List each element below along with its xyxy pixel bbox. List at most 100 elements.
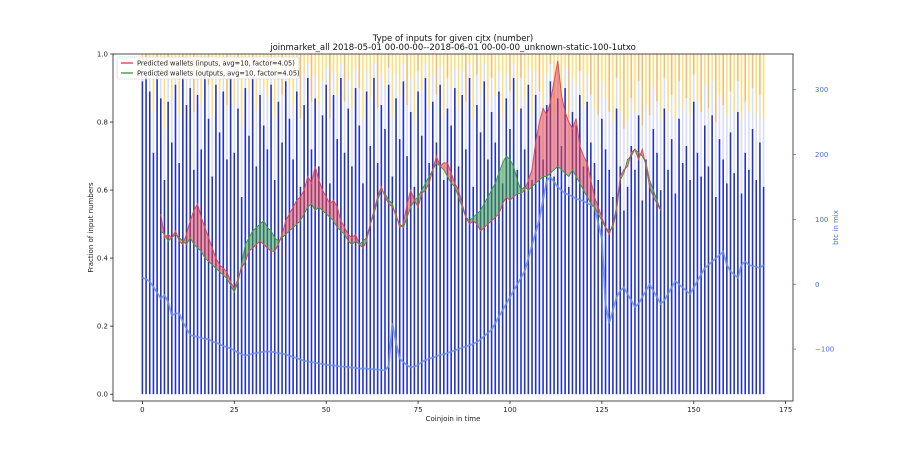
bar-blue bbox=[538, 135, 541, 395]
fill-region-red bbox=[333, 200, 338, 228]
fill-region-red bbox=[318, 179, 323, 211]
bar-blue bbox=[292, 159, 294, 395]
bar-blue bbox=[560, 145, 563, 395]
fill-region-red bbox=[348, 234, 352, 245]
bar-blue bbox=[542, 159, 544, 395]
bar-light bbox=[273, 115, 276, 180]
bar-blue bbox=[446, 108, 449, 395]
bar-blue bbox=[365, 91, 368, 395]
bar-light bbox=[336, 94, 339, 140]
bar-light bbox=[678, 81, 680, 119]
bar-blue bbox=[310, 149, 313, 395]
fill-region-red bbox=[579, 145, 584, 191]
fill-region-green bbox=[469, 217, 474, 225]
fill-region-green bbox=[179, 237, 183, 245]
bar-top bbox=[457, 54, 460, 109]
bar-blue bbox=[531, 179, 533, 395]
bar-top bbox=[494, 54, 497, 95]
bar-light bbox=[523, 98, 526, 150]
bar-blue bbox=[424, 77, 427, 395]
bar-light bbox=[288, 84, 291, 119]
fill-region-red bbox=[201, 217, 205, 259]
bar-blue bbox=[329, 183, 331, 395]
bar-top bbox=[703, 54, 706, 85]
bar-blue bbox=[200, 149, 203, 395]
bar-light bbox=[700, 111, 702, 177]
bar-top bbox=[586, 54, 588, 75]
bar-blue bbox=[663, 108, 666, 395]
bar-light bbox=[564, 67, 566, 89]
bar-top bbox=[292, 54, 294, 106]
bar-light bbox=[468, 64, 471, 78]
fill-region-green bbox=[491, 183, 496, 221]
bar-top bbox=[659, 54, 662, 119]
bar-light bbox=[538, 91, 541, 136]
bar-top bbox=[623, 54, 625, 129]
bar-light bbox=[512, 64, 515, 78]
bar-blue bbox=[178, 162, 180, 395]
bar-top bbox=[435, 54, 438, 95]
bar-light bbox=[681, 108, 684, 163]
y-axis-label: Fraction of input numbers bbox=[87, 182, 95, 273]
bar-light bbox=[193, 111, 195, 170]
bar-light bbox=[744, 101, 747, 153]
bar-blue bbox=[387, 84, 390, 395]
bar-blue bbox=[443, 179, 445, 395]
bar-top bbox=[737, 54, 739, 82]
fill-region-green bbox=[498, 162, 503, 214]
bar-light bbox=[516, 111, 519, 170]
bar-blue bbox=[376, 162, 379, 395]
bar-light bbox=[501, 118, 504, 184]
bar-top bbox=[461, 54, 463, 72]
bar-light bbox=[659, 118, 662, 191]
bar-light bbox=[148, 71, 151, 92]
bar-light bbox=[689, 115, 691, 180]
bar-blue bbox=[152, 152, 155, 395]
bar-blue bbox=[255, 166, 258, 395]
bar-top bbox=[193, 54, 195, 112]
bar-light bbox=[237, 77, 239, 109]
bar-blue bbox=[369, 145, 372, 395]
x-axis-label: Coinjoin in time bbox=[426, 415, 481, 423]
bar-top bbox=[211, 54, 214, 116]
bar-blue bbox=[612, 196, 614, 395]
bar-blue bbox=[648, 183, 651, 395]
bar-top bbox=[362, 54, 364, 119]
bar-blue bbox=[604, 149, 607, 395]
bar-light bbox=[387, 67, 390, 85]
bar-light bbox=[494, 94, 497, 143]
bar-top bbox=[505, 54, 508, 75]
fill-region-red bbox=[215, 258, 220, 272]
bar-blue bbox=[468, 77, 471, 395]
bar-light bbox=[292, 105, 294, 160]
bar-top bbox=[321, 54, 324, 82]
bar-top bbox=[512, 54, 515, 65]
bar-top bbox=[472, 54, 475, 119]
bar-blue bbox=[582, 166, 585, 395]
fill-region-red bbox=[208, 237, 213, 265]
bar-light bbox=[233, 105, 236, 153]
bar-light bbox=[487, 105, 489, 160]
bar-top bbox=[656, 54, 658, 102]
bar-top bbox=[567, 54, 570, 119]
fill-region-red bbox=[307, 176, 312, 208]
bar-light bbox=[439, 67, 441, 85]
y-tick-label-right: 200 bbox=[815, 151, 828, 159]
bar-blue bbox=[450, 125, 452, 395]
bar-light bbox=[645, 105, 647, 160]
bar-blue bbox=[703, 125, 706, 395]
y-tick-label-right: 300 bbox=[815, 86, 828, 94]
bar-blue bbox=[494, 142, 497, 395]
bar-top bbox=[406, 54, 408, 106]
bar-light bbox=[351, 108, 353, 167]
fill-region-green bbox=[263, 220, 268, 248]
fill-region-red bbox=[539, 108, 544, 180]
bar-top bbox=[395, 54, 397, 75]
bar-top bbox=[329, 54, 331, 119]
bar-blue bbox=[715, 196, 717, 395]
bar-light bbox=[196, 71, 199, 95]
bar-blue bbox=[748, 169, 750, 395]
bar-top bbox=[200, 54, 203, 106]
bar-blue bbox=[659, 190, 662, 395]
bar-top bbox=[332, 54, 335, 72]
